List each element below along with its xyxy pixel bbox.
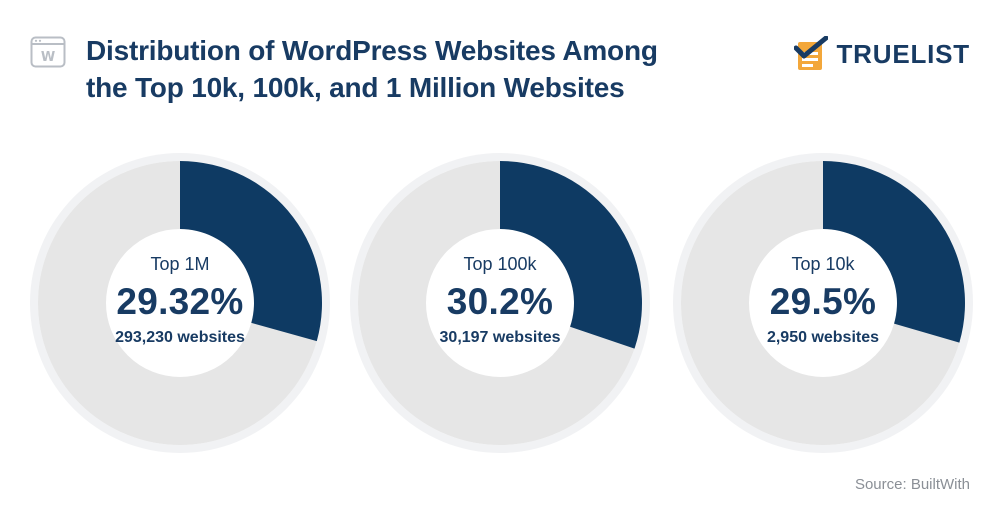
segment-percentage: 29.32% [116, 281, 244, 322]
segment-label: Top 1M [150, 254, 210, 274]
donut-svg [673, 153, 973, 453]
donut-top-1m: Top 1M 29.32% 293,230 websites [30, 153, 330, 453]
donut-segment [500, 161, 642, 349]
segment-percentage: 29.5% [769, 281, 877, 322]
chart-title-line-2: the Top 10k, 100k, and 1 Million Website… [86, 72, 625, 103]
brand-logo: TRUELIST [794, 34, 970, 74]
brand-name: TRUELIST [836, 38, 970, 69]
segment-website-count: 30,197 websites [439, 329, 561, 346]
donut-top-10k: Top 10k 29.5% 2,950 websites [673, 153, 973, 453]
checklist-icon [794, 36, 829, 70]
chart-title: Distribution of WordPress Websites Among… [86, 32, 726, 106]
segment-website-count: 293,230 websites [115, 329, 245, 346]
donut-top-100k: Top 100k 30.2% 30,197 websites [350, 153, 650, 453]
donut-center: Top 100k 30.2% 30,197 websites [355, 158, 645, 448]
source-note: Source: BuiltWith [854, 476, 970, 493]
donut-segment [823, 161, 965, 343]
segment-website-count: 2,950 websites [766, 329, 880, 346]
chart-header: W Distribution of WordPress Websites Amo… [30, 32, 970, 112]
donut-center: Top 1M 29.32% 293,230 websites [35, 158, 325, 448]
segment-label: Top 10k [791, 254, 855, 274]
donut-svg [350, 153, 650, 453]
chart-title-line-1: Distribution of WordPress Websites Among [86, 35, 658, 66]
segment-percentage: 30.2% [446, 281, 554, 322]
svg-text:W: W [41, 50, 55, 65]
donut-center: Top 10k 29.5% 2,950 websites [678, 158, 968, 448]
segment-label: Top 100k [463, 254, 537, 274]
wordpress-browser-icon: W [30, 36, 66, 68]
donut-segment [180, 161, 323, 342]
donut-svg [30, 153, 330, 453]
